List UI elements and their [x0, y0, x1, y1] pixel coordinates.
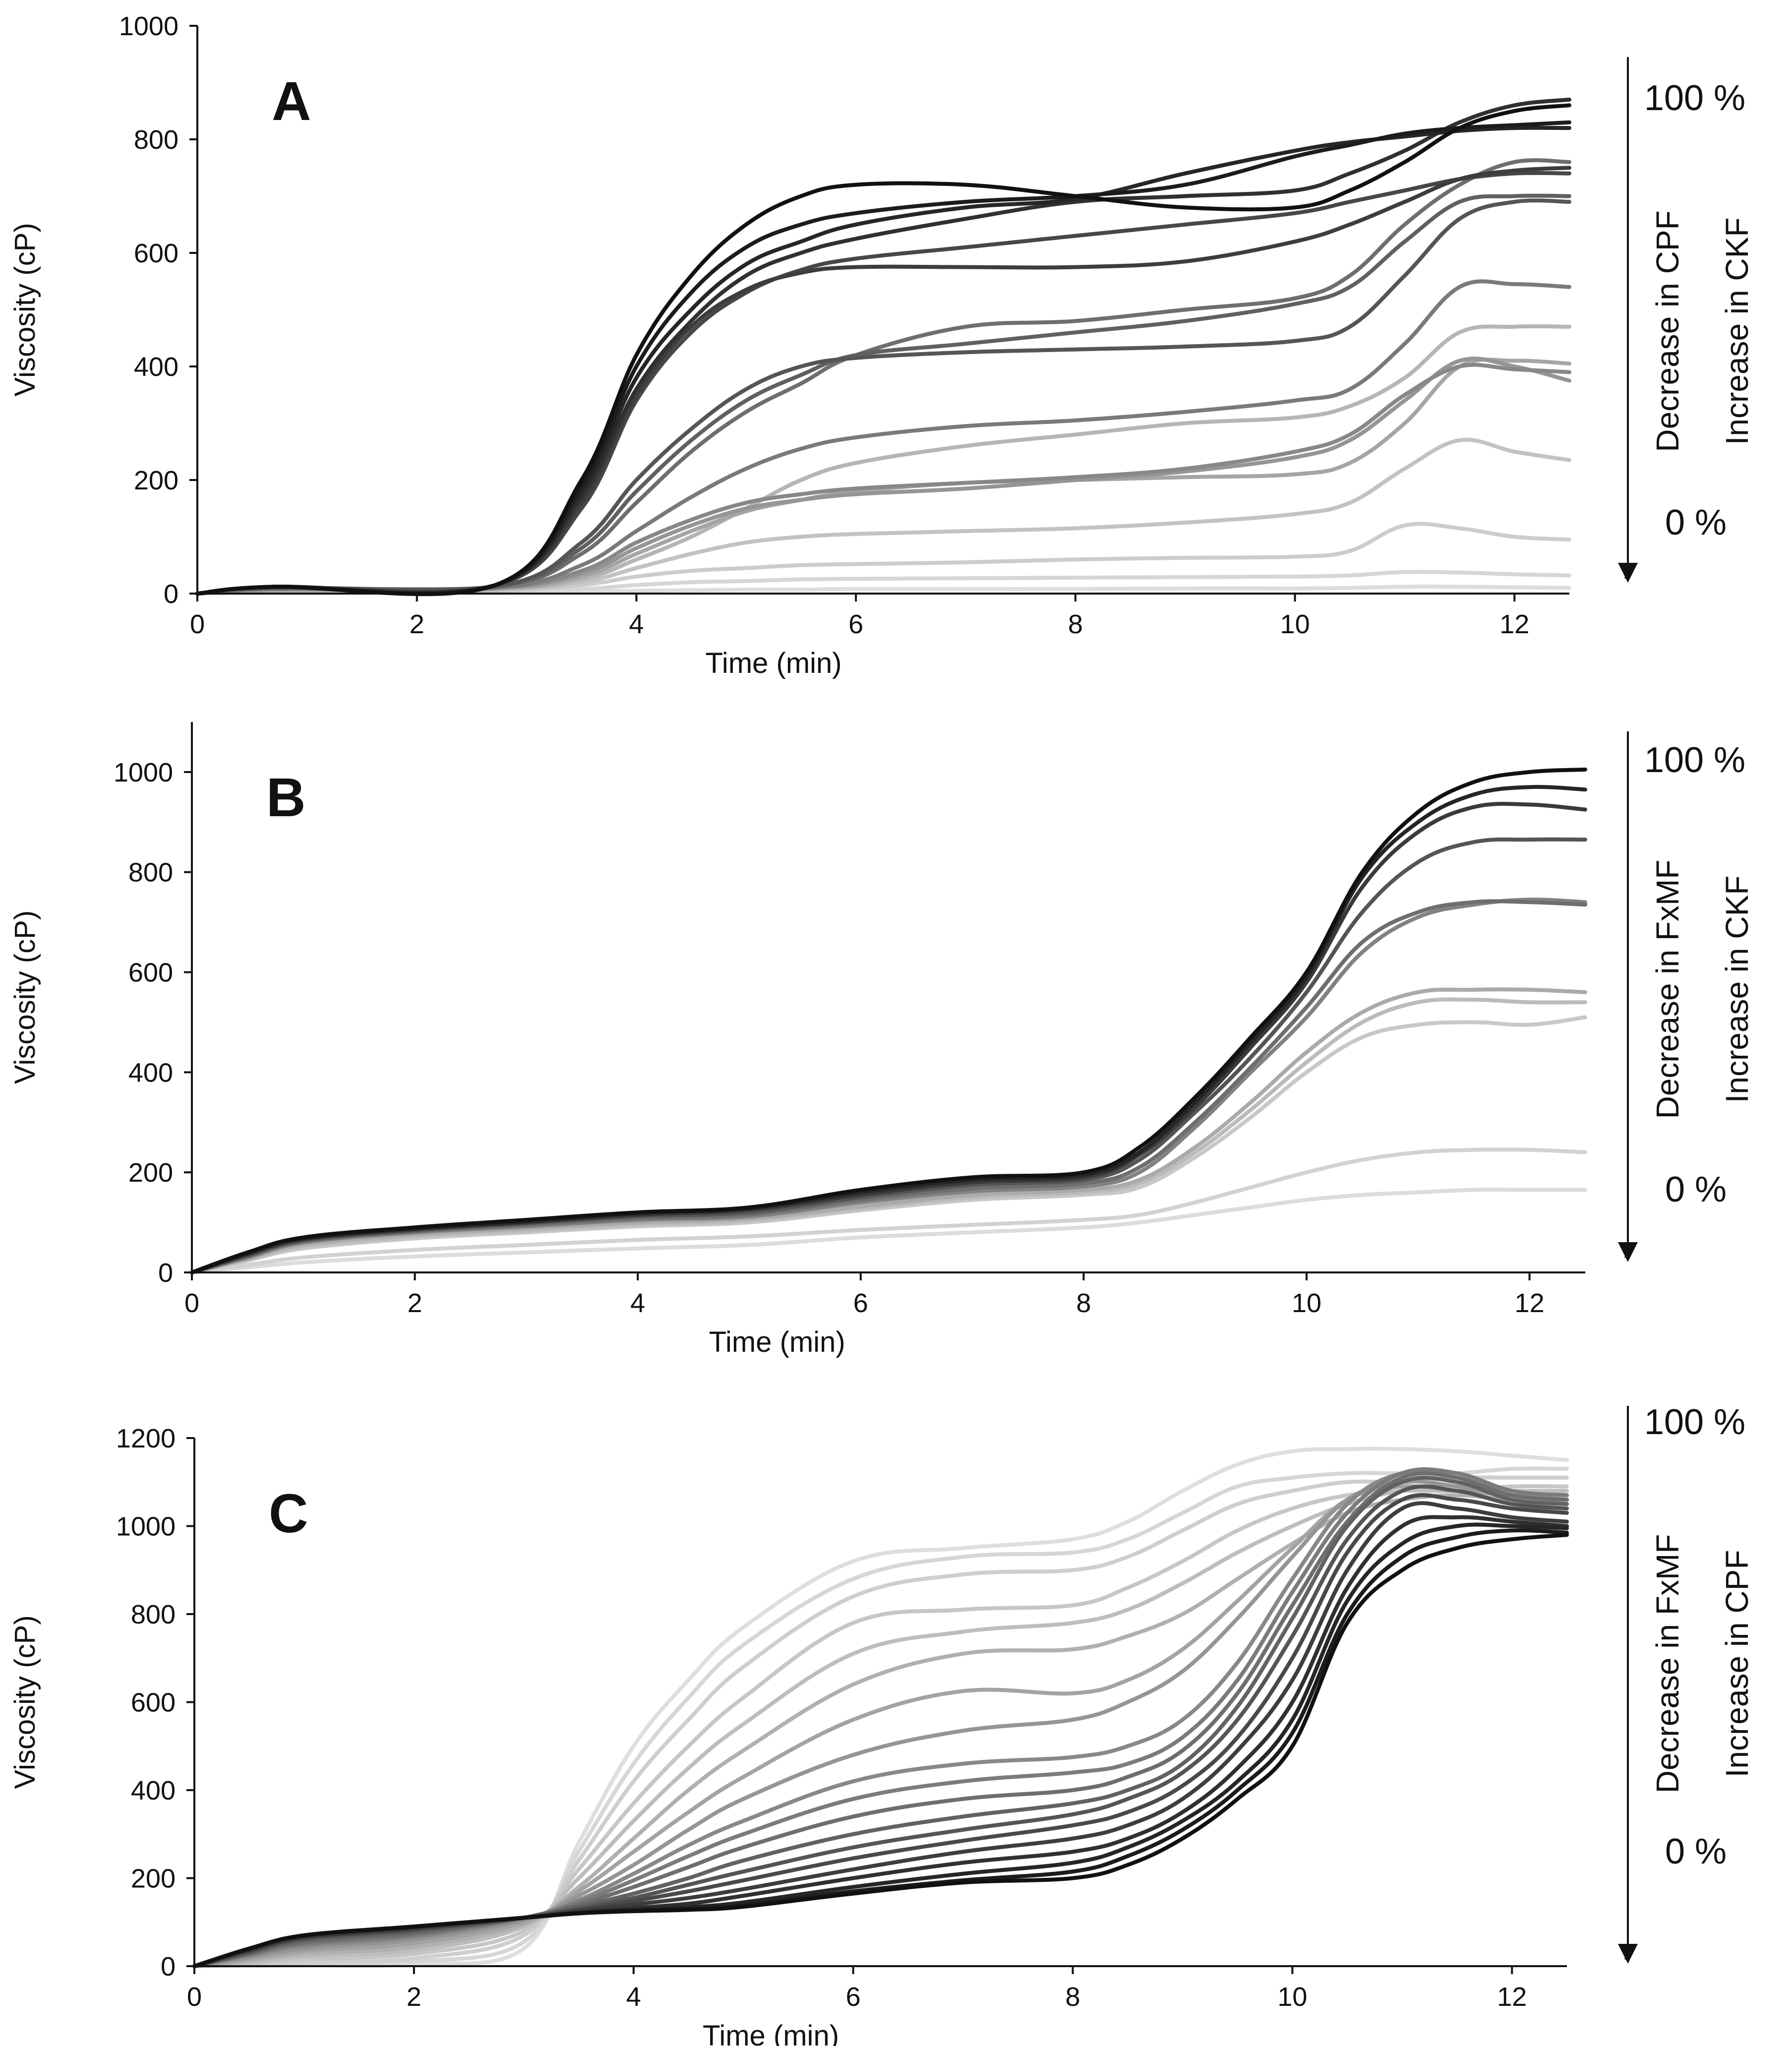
x-tick-label: 4 [630, 1288, 645, 1318]
x-tick-label: 12 [1497, 1982, 1527, 2012]
x-tick-label: 12 [1499, 609, 1529, 639]
panel-a: 0 2 4 6 8 10 12 0 200 400 600 800 1000 Time (min) Visc… [9, 11, 1755, 679]
y-tick-label: 600 [134, 239, 179, 268]
y-tick-label: 0 [161, 1952, 176, 1982]
arrow-top-label: 100 % [1644, 740, 1745, 780]
series-line-35pct [195, 324, 1571, 596]
x-tick-label: 4 [629, 609, 644, 639]
series-line-85pct [192, 1515, 1569, 1968]
series-line-20pct [192, 1475, 1569, 1968]
panel-c: 0 2 4 6 8 10 12 0 200 400 600 800 1000 1200 Time (min)… [9, 1402, 1755, 2046]
series-line-10pct [190, 1147, 1587, 1274]
x-tick-label: 10 [1292, 1288, 1321, 1318]
x-tick-label: 8 [1068, 609, 1083, 639]
arrow-top-label: 100 % [1644, 78, 1745, 118]
series-line-100pct [192, 1533, 1569, 1968]
panel-b: 0 2 4 6 8 10 12 0 200 400 600 800 1000 Time (min) Visc… [9, 722, 1755, 1358]
x-tick-label: 0 [187, 1982, 202, 2012]
series-line-70pct [192, 1484, 1569, 1968]
series-line-40pct [192, 1484, 1569, 1968]
y-tick-label: 1000 [114, 758, 173, 787]
arrow-label-right: Increase in CPF [1719, 1550, 1755, 1778]
arrow-top-label: 100 % [1644, 1402, 1745, 1442]
series-line-10pct [192, 1466, 1569, 1968]
y-tick-label: 800 [128, 858, 173, 888]
x-tick-label: 6 [846, 1982, 861, 2012]
arrow-bottom-label: 0 % [1665, 503, 1727, 542]
y-tick-label: 800 [134, 125, 179, 155]
y-tick-label: 400 [134, 352, 179, 382]
series-line-30pct [192, 1488, 1569, 1968]
series-group [195, 97, 1571, 597]
series-line-0pct [192, 1446, 1569, 1968]
y-tick-label: 600 [128, 958, 173, 988]
series-line-60pct [195, 158, 1571, 596]
series-line-100pct [195, 103, 1571, 597]
x-axis-label: Time (min) [706, 647, 842, 679]
x-tick-label: 4 [626, 1982, 641, 2012]
x-tick-label: 8 [1076, 1288, 1091, 1318]
series-group [192, 1446, 1569, 1968]
y-tick-label: 800 [131, 1600, 176, 1629]
series-line-55pct [195, 279, 1571, 596]
y-tick-label: 0 [164, 579, 179, 609]
series-line-60pct [190, 899, 1587, 1274]
y-tick-label: 0 [158, 1258, 173, 1288]
x-tick-label: 10 [1280, 609, 1310, 639]
panel-label: B [266, 767, 305, 828]
x-tick-label: 2 [410, 609, 424, 639]
arrow-bottom-label: 0 % [1665, 1170, 1727, 1209]
y-tick-label: 200 [134, 466, 179, 495]
arrow-head-icon [1618, 1242, 1638, 1262]
panel-label: A [272, 71, 311, 132]
y-tick-label: 1200 [116, 1424, 176, 1453]
arrow-label-right: Increase in CKF [1719, 876, 1755, 1103]
x-tick-label: 2 [407, 1982, 421, 2012]
y-axis-label: Viscosity (cP) [9, 1615, 41, 1789]
x-tick-label: 2 [408, 1288, 422, 1318]
y-axis-label: Viscosity (cP) [9, 223, 41, 396]
arrow-head-icon [1618, 1944, 1638, 1964]
y-tick-label: 1000 [119, 11, 179, 41]
arrow-label-left: Decrease in FxMF [1650, 1534, 1685, 1794]
series-line-75pct [195, 171, 1571, 596]
y-tick-label: 1000 [116, 1512, 176, 1542]
series-line-80pct [192, 1501, 1569, 1968]
series-line-25pct [192, 1484, 1569, 1968]
x-tick-label: 0 [184, 1288, 199, 1318]
y-tick-label: 600 [131, 1688, 176, 1718]
x-tick-label: 10 [1277, 1982, 1307, 2012]
series-line-70pct [195, 198, 1571, 596]
x-tick-label: 0 [190, 609, 205, 639]
arrow-bottom-label: 0 % [1665, 1832, 1727, 1871]
series-group [190, 767, 1587, 1274]
y-tick-label: 400 [131, 1776, 176, 1805]
panel-label: C [269, 1483, 308, 1544]
arrow-label-left: Decrease in CPF [1650, 210, 1685, 452]
series-line-30pct [195, 437, 1571, 596]
x-tick-label: 12 [1515, 1288, 1545, 1318]
series-line-20pct [190, 1015, 1587, 1274]
x-tick-label: 8 [1065, 1982, 1080, 2012]
series-line-100pct [190, 767, 1587, 1274]
arrow-label-left: Decrease in FxMF [1650, 860, 1685, 1119]
y-axis-label: Viscosity (cP) [9, 910, 41, 1084]
series-line-50pct [190, 898, 1587, 1274]
x-axis-label: Time (min) [703, 2020, 839, 2046]
y-tick-label: 400 [128, 1058, 173, 1087]
y-tick-label: 200 [131, 1864, 176, 1894]
x-tick-label: 6 [853, 1288, 868, 1318]
series-line-0pct [190, 1188, 1587, 1274]
arrow-label-right: Increase in CKF [1719, 218, 1755, 445]
x-axis-label: Time (min) [709, 1326, 845, 1358]
y-tick-label: 200 [128, 1158, 173, 1188]
series-line-45pct [195, 357, 1571, 596]
series-line-40pct [195, 358, 1571, 596]
arrow-head-icon [1618, 563, 1638, 583]
x-tick-label: 6 [848, 609, 863, 639]
